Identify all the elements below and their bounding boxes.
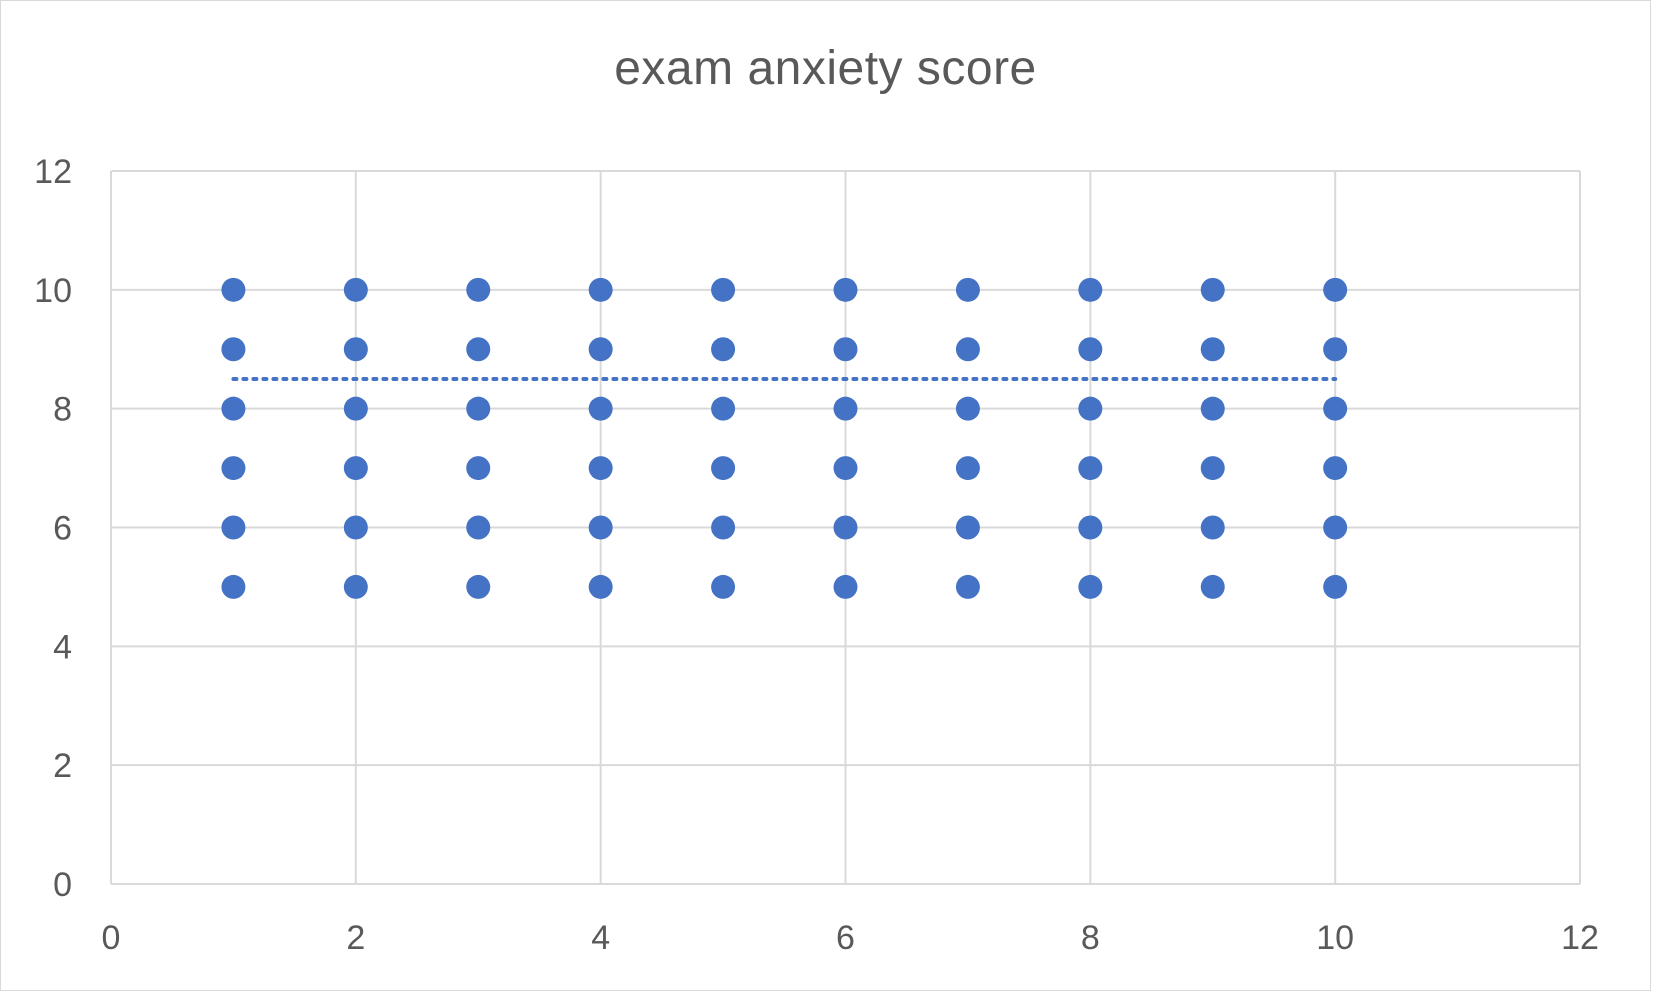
data-point (711, 515, 736, 540)
data-point (221, 396, 246, 421)
data-point (1323, 515, 1348, 540)
data-point (343, 277, 368, 302)
x-tick-label: 12 (1561, 919, 1599, 957)
data-point (1078, 515, 1103, 540)
data-point (588, 337, 613, 362)
data-point (1200, 277, 1225, 302)
data-point (221, 574, 246, 599)
y-tick-label: 2 (53, 747, 72, 785)
data-point (466, 396, 491, 421)
data-point (588, 456, 613, 481)
data-point (343, 396, 368, 421)
data-point (466, 574, 491, 599)
y-tick-label: 10 (34, 272, 72, 310)
data-point (833, 396, 858, 421)
data-point (343, 574, 368, 599)
data-point (221, 277, 246, 302)
y-tick-label: 0 (53, 866, 72, 904)
x-tick-label: 8 (1081, 919, 1100, 957)
data-point (833, 337, 858, 362)
data-point (1078, 396, 1103, 421)
data-point (955, 456, 980, 481)
data-point (711, 337, 736, 362)
x-tick-label: 4 (591, 919, 610, 957)
data-point (466, 515, 491, 540)
data-point (588, 277, 613, 302)
data-point (1200, 515, 1225, 540)
data-point (343, 337, 368, 362)
data-points (221, 277, 1348, 599)
data-point (466, 277, 491, 302)
data-point (588, 515, 613, 540)
data-point (466, 456, 491, 481)
x-tick-label: 10 (1316, 919, 1354, 957)
x-tick-label: 0 (102, 919, 121, 957)
data-point (1200, 396, 1225, 421)
data-point (955, 396, 980, 421)
data-point (466, 337, 491, 362)
data-point (955, 574, 980, 599)
x-axis-tick-labels: 0 2 4 6 8 10 12 (102, 919, 1599, 957)
y-axis-tick-labels: 0 2 4 6 8 10 12 (34, 153, 72, 904)
data-point (711, 574, 736, 599)
data-point (1323, 456, 1348, 481)
data-point (1200, 337, 1225, 362)
data-point (1323, 574, 1348, 599)
data-point (955, 277, 980, 302)
data-point (221, 337, 246, 362)
chart-title: exam anxiety score (614, 42, 1037, 95)
data-point (711, 277, 736, 302)
data-point (1323, 396, 1348, 421)
data-point (833, 515, 858, 540)
data-point (1078, 456, 1103, 481)
data-point (588, 574, 613, 599)
data-point (1200, 456, 1225, 481)
data-point (221, 515, 246, 540)
data-point (1078, 277, 1103, 302)
data-point (1078, 337, 1103, 362)
y-tick-label: 6 (53, 510, 72, 548)
y-tick-label: 12 (34, 153, 72, 191)
data-point (343, 515, 368, 540)
x-tick-label: 6 (836, 919, 855, 957)
y-tick-label: 4 (53, 628, 72, 666)
data-point (955, 515, 980, 540)
data-point (711, 396, 736, 421)
y-tick-label: 8 (53, 391, 72, 429)
data-point (1323, 337, 1348, 362)
data-point (1323, 277, 1348, 302)
data-point (833, 277, 858, 302)
data-point (1078, 574, 1103, 599)
data-point (588, 396, 613, 421)
x-tick-label: 2 (346, 919, 365, 957)
data-point (221, 456, 246, 481)
data-point (343, 456, 368, 481)
data-point (955, 337, 980, 362)
data-point (711, 456, 736, 481)
data-point (833, 456, 858, 481)
data-point (1200, 574, 1225, 599)
data-point (833, 574, 858, 599)
